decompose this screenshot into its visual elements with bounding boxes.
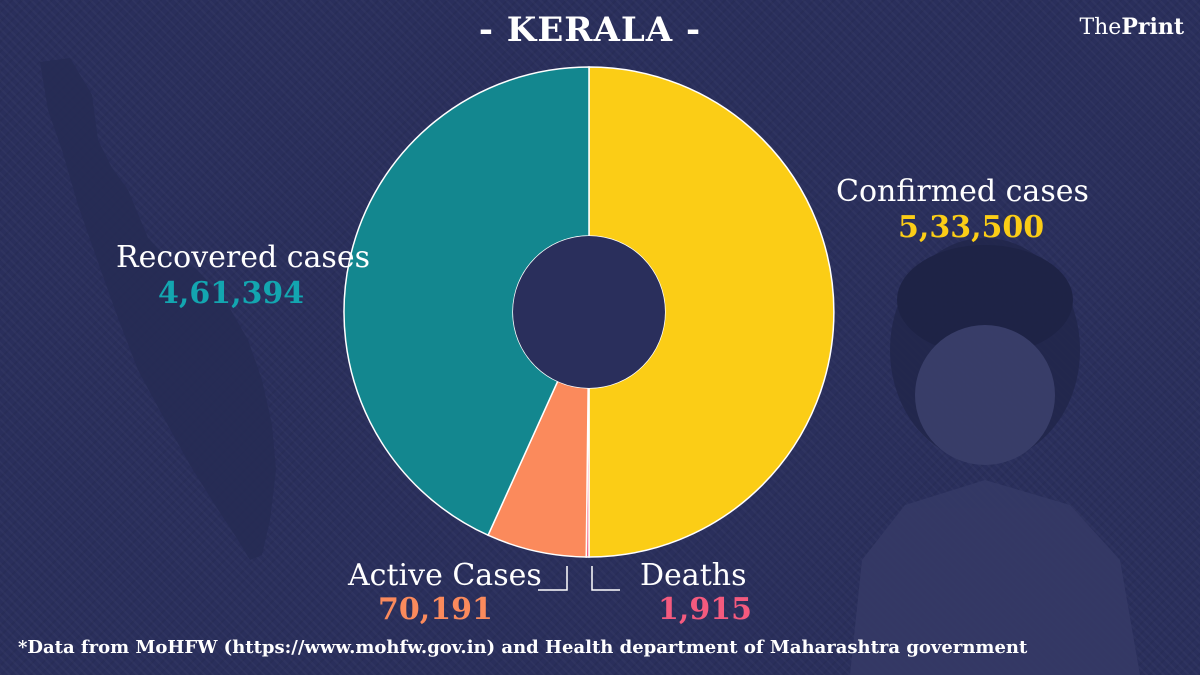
recovered-label: Recovered cases <box>116 240 370 275</box>
active-label: Active Cases <box>348 558 542 593</box>
deaths-leader-line <box>591 566 620 591</box>
deaths-value: 1,915 <box>658 592 752 627</box>
brand-text-the: The <box>1079 15 1122 40</box>
kerala-map-silhouette <box>40 58 276 560</box>
deaths-label: Deaths <box>640 558 747 593</box>
portrait-silhouette <box>850 238 1140 675</box>
confirmed-label: Confirmed cases <box>836 174 1089 209</box>
active-leader-line <box>538 566 568 591</box>
active-value: 70,191 <box>378 592 493 627</box>
brand-logo: ThePrint <box>1079 14 1184 40</box>
brand-text-print: Print <box>1121 14 1184 40</box>
donut-hole <box>513 236 665 388</box>
recovered-value: 4,61,394 <box>158 276 305 311</box>
source-footnote: *Data from MoHFW (https://www.mohfw.gov.… <box>18 637 1028 658</box>
page-title: - KERALA - <box>478 10 702 50</box>
confirmed-value: 5,33,500 <box>898 210 1045 245</box>
